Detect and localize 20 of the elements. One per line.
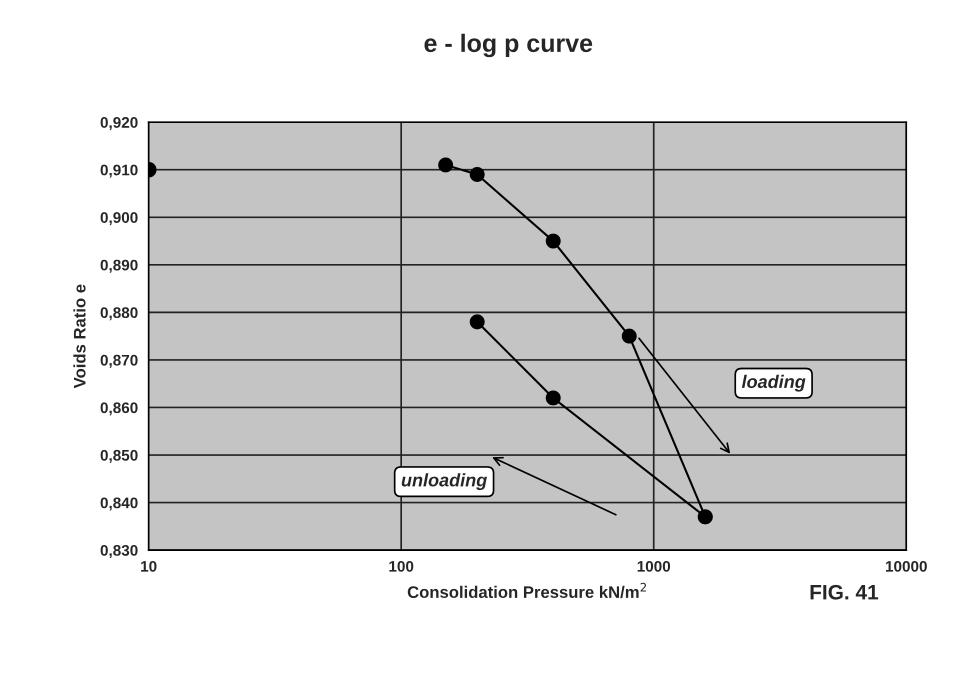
y-tick-label: 0,830 <box>100 544 138 558</box>
annotation: unloading <box>402 473 487 490</box>
x-axis-title: Consolidation Pressure kN/m$^{2}$ <box>408 582 646 598</box>
y-tick-label: 0,900 <box>100 212 138 226</box>
y-tick-label: 0,890 <box>100 260 138 273</box>
y-tick-label: 0,860 <box>100 402 138 416</box>
x-tick-label: 10 <box>141 560 157 572</box>
y-tick-label: 0,850 <box>100 450 138 463</box>
caption: FIG. 41 <box>810 584 878 600</box>
y-tick-label: 0,870 <box>100 354 138 368</box>
y-axis-title: Voids Ratio e <box>73 284 86 388</box>
y-tick-label: 0,880 <box>100 307 138 320</box>
y-tick-label: 0,840 <box>100 497 138 510</box>
chart-title: e - log p curve <box>424 34 592 58</box>
y-tick-label: 0,920 <box>100 117 138 130</box>
y-tick-label: 0,910 <box>100 164 138 178</box>
x-tick-label: 1000 <box>638 560 670 572</box>
annotation: loading <box>742 374 806 392</box>
x-tick-label: 100 <box>389 560 414 572</box>
x-tick-label: 10000 <box>886 560 927 572</box>
